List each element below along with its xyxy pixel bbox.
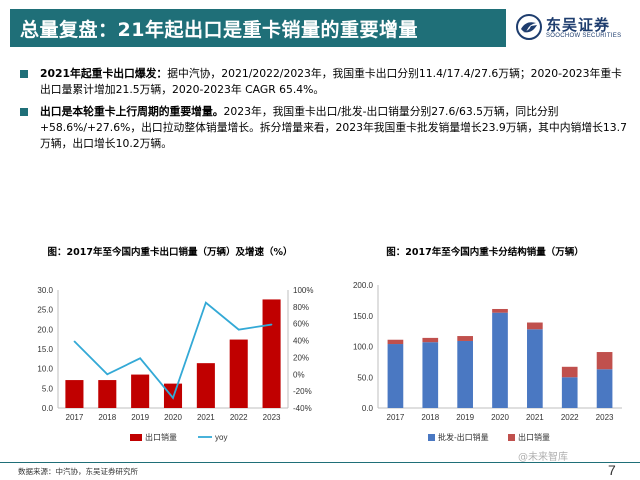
domestic-bar	[387, 344, 404, 408]
bullet-square-icon	[20, 70, 28, 78]
domestic-bar	[422, 342, 439, 408]
page-title: 总量复盘：21年起出口是重卡销量的重要增量	[20, 18, 418, 41]
yoy-point	[270, 323, 273, 326]
export-bar	[457, 336, 473, 341]
x-tick-label: 2021	[526, 413, 544, 422]
bullet-bold: 出口是本轮重卡上行周期的重要增量。	[40, 105, 224, 118]
y2-tick-label: 60%	[293, 320, 309, 329]
x-tick-label: 2020	[164, 413, 182, 422]
legend-label: 批发-出口销量	[438, 432, 489, 442]
export-sales-chart: 0.0 5.0 10.0 15.0 20.0 25.0 30.0 -40% -20% 0% 20% 4…	[37, 286, 313, 442]
legend-label: 出口销量	[145, 432, 177, 442]
chart2-title: 图：2017年至今国内重卡分结构销量（万辆）	[386, 247, 584, 258]
legend-swatch-export	[508, 434, 515, 441]
domestic-bar	[527, 329, 543, 408]
export-bar	[596, 352, 613, 370]
y2-tick-label: 40%	[293, 337, 309, 346]
chart1-title: 图：2017年至今国内重卡出口销量（万辆）及增速（%）	[47, 247, 293, 258]
export-bar	[262, 299, 281, 408]
y2-tick-label: 20%	[293, 353, 309, 362]
domestic-bar	[492, 312, 508, 408]
y-tick-label: 0.0	[362, 404, 374, 413]
export-bar	[98, 380, 117, 408]
y-tick-label: 20.0	[37, 325, 53, 334]
footer-divider	[0, 462, 640, 463]
x-tick-label: 2022	[230, 413, 248, 422]
bullet-bold: 2021年起重卡出口爆发：	[40, 67, 168, 80]
x-tick-label: 2018	[98, 413, 116, 422]
x-tick-label: 2023	[596, 413, 614, 422]
y-tick-label: 0.0	[42, 404, 54, 413]
x-tick-label: 2017	[66, 413, 84, 422]
export-bar	[561, 366, 578, 378]
export-bar	[196, 363, 215, 408]
export-bar	[229, 339, 248, 408]
legend-swatch-bar	[130, 434, 142, 441]
bullet-text: 2023年，我国重卡出口/批发-出口销量分别27.6/63.5万辆，同比分别+5…	[40, 105, 627, 150]
bullet-item: 2021年起重卡出口爆发：据中汽协，2021/2022/2023年，我国重卡出口…	[18, 66, 628, 98]
y2-tick-label: 80%	[293, 303, 309, 312]
domestic-bar	[457, 340, 473, 408]
export-bar	[492, 308, 508, 313]
export-bar	[387, 339, 404, 345]
export-bar	[65, 380, 84, 408]
page-number: 7	[608, 462, 616, 478]
y-tick-label: 50.0	[357, 373, 373, 382]
y-tick-label: 10.0	[37, 365, 53, 374]
logo-text-cn: 东吴证券	[546, 16, 611, 34]
yoy-point	[237, 328, 240, 331]
y2-tick-label: -40%	[293, 404, 312, 413]
export-bar	[422, 337, 439, 343]
legend-swatch-domestic	[428, 434, 435, 441]
x-tick-label: 2023	[263, 413, 281, 422]
bullet-item: 出口是本轮重卡上行周期的重要增量。2023年，我国重卡出口/批发-出口销量分别2…	[18, 104, 628, 152]
y-tick-label: 25.0	[37, 306, 53, 315]
watermark: @未来智库	[518, 452, 568, 463]
y-tick-label: 30.0	[37, 286, 53, 295]
domestic-bar	[596, 369, 613, 408]
y2-tick-label: -20%	[293, 387, 312, 396]
yoy-point	[139, 357, 141, 360]
company-logo: 东吴证券 SOOCHOW SECURITIES	[516, 12, 636, 46]
logo-text-en: SOOCHOW SECURITIES	[546, 33, 622, 39]
logo-mark-icon	[516, 14, 542, 40]
title-bar: 总量复盘：21年起出口是重卡销量的重要增量	[10, 9, 506, 47]
yoy-point	[172, 397, 174, 399]
bullet-list: 2021年起重卡出口爆发：据中汽协，2021/2022/2023年，我国重卡出口…	[18, 66, 628, 158]
x-tick-label: 2018	[421, 413, 439, 422]
x-tick-label: 2017	[387, 413, 405, 422]
data-source: 数据来源：中汽协，东吴证券研究所	[18, 467, 138, 476]
yoy-point	[106, 373, 109, 376]
bullet-text: 据中汽协，2021/2022/2023年，我国重卡出口分别11.4/17.4/2…	[40, 67, 622, 96]
y-tick-label: 100.0	[353, 343, 374, 352]
x-tick-label: 2022	[561, 413, 579, 422]
bullet-square-icon	[20, 108, 28, 116]
domestic-bar	[561, 377, 578, 408]
export-bar	[527, 322, 543, 330]
header: 总量复盘：21年起出口是重卡销量的重要增量 东吴证券 SOOCHOW SECUR…	[0, 0, 640, 58]
x-tick-label: 2019	[456, 413, 474, 422]
export-bar	[131, 374, 150, 408]
y-tick-label: 5.0	[42, 384, 54, 393]
legend-label: 出口销量	[518, 432, 550, 442]
yoy-point	[205, 301, 207, 304]
y-tick-label: 15.0	[37, 345, 53, 354]
x-tick-label: 2021	[197, 413, 215, 422]
sales-structure-chart: 0.0 50.0 100.0 150.0 200.0 2017 2018 2019 2020 20…	[353, 281, 622, 442]
y2-tick-label: 100%	[293, 286, 313, 295]
y2-tick-label: 0%	[293, 370, 305, 379]
y-tick-label: 150.0	[353, 312, 374, 321]
yoy-point	[73, 340, 76, 343]
x-tick-label: 2019	[131, 413, 149, 422]
y-tick-label: 200.0	[353, 281, 374, 290]
x-tick-label: 2020	[491, 413, 509, 422]
legend-label: yoy	[215, 433, 227, 442]
